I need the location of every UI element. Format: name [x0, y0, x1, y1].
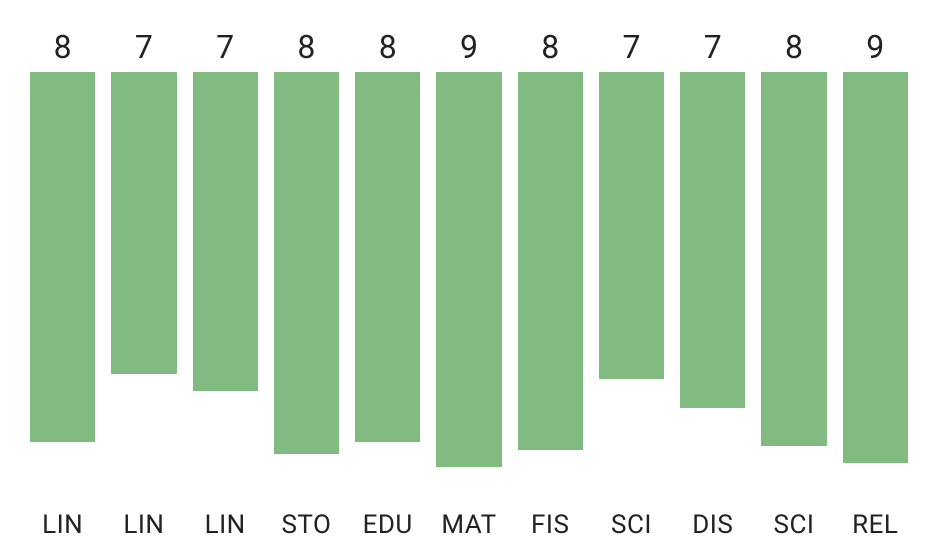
bar-value-label: 9 — [460, 28, 478, 66]
x-axis-label: SCI — [599, 510, 664, 540]
plot-area: 87788987789 — [30, 22, 908, 492]
bar: 7 — [193, 72, 258, 391]
bar-value-label: 9 — [866, 28, 884, 66]
bar-slot: 7 — [111, 72, 176, 492]
bar-slot: 9 — [436, 72, 501, 492]
bar: 8 — [518, 72, 583, 450]
x-axis-label: DIS — [680, 510, 745, 540]
x-axis-label: SCI — [761, 510, 826, 540]
x-axis-label: MAT — [436, 510, 501, 540]
bar-slot: 8 — [761, 72, 826, 492]
bar-slot: 8 — [30, 72, 95, 492]
bar-value-label: 7 — [622, 28, 640, 66]
bar: 8 — [355, 72, 420, 442]
x-axis-label: EDU — [355, 510, 420, 540]
bar: 7 — [111, 72, 176, 374]
bar-value-label: 8 — [54, 28, 72, 66]
bar: 7 — [680, 72, 745, 408]
bar: 7 — [599, 72, 664, 379]
bar-slot: 8 — [518, 72, 583, 492]
x-axis-label: LIN — [30, 510, 95, 540]
bar-value-label: 8 — [785, 28, 803, 66]
bar-value-label: 8 — [541, 28, 559, 66]
x-axis-label: LIN — [193, 510, 258, 540]
bar-slot: 7 — [680, 72, 745, 492]
x-axis-label: FIS — [518, 510, 583, 540]
bar-slot: 7 — [599, 72, 664, 492]
bar-value-label: 7 — [135, 28, 153, 66]
x-axis-label: LIN — [111, 510, 176, 540]
bar-slot: 8 — [355, 72, 420, 492]
x-axis-labels: LIN LIN LIN STO EDU MAT FIS SCI DIS SCI REL — [30, 510, 908, 540]
bar: 9 — [843, 72, 908, 463]
x-axis-label: STO — [274, 510, 339, 540]
bar-value-label: 7 — [216, 28, 234, 66]
bar-value-label: 8 — [297, 28, 315, 66]
bar-slot: 7 — [193, 72, 258, 492]
x-axis-label: REL — [843, 510, 908, 540]
bar-slot: 8 — [274, 72, 339, 492]
bar-chart: 87788987789 LINLINLINSTOEDUMATFISSCIDISS… — [0, 0, 938, 560]
bar: 8 — [274, 72, 339, 454]
bar-slot: 9 — [843, 72, 908, 492]
bar: 8 — [761, 72, 826, 446]
bar: 9 — [436, 72, 501, 467]
bar-value-label: 8 — [379, 28, 397, 66]
bar: 8 — [30, 72, 95, 442]
bar-value-label: 7 — [704, 28, 722, 66]
